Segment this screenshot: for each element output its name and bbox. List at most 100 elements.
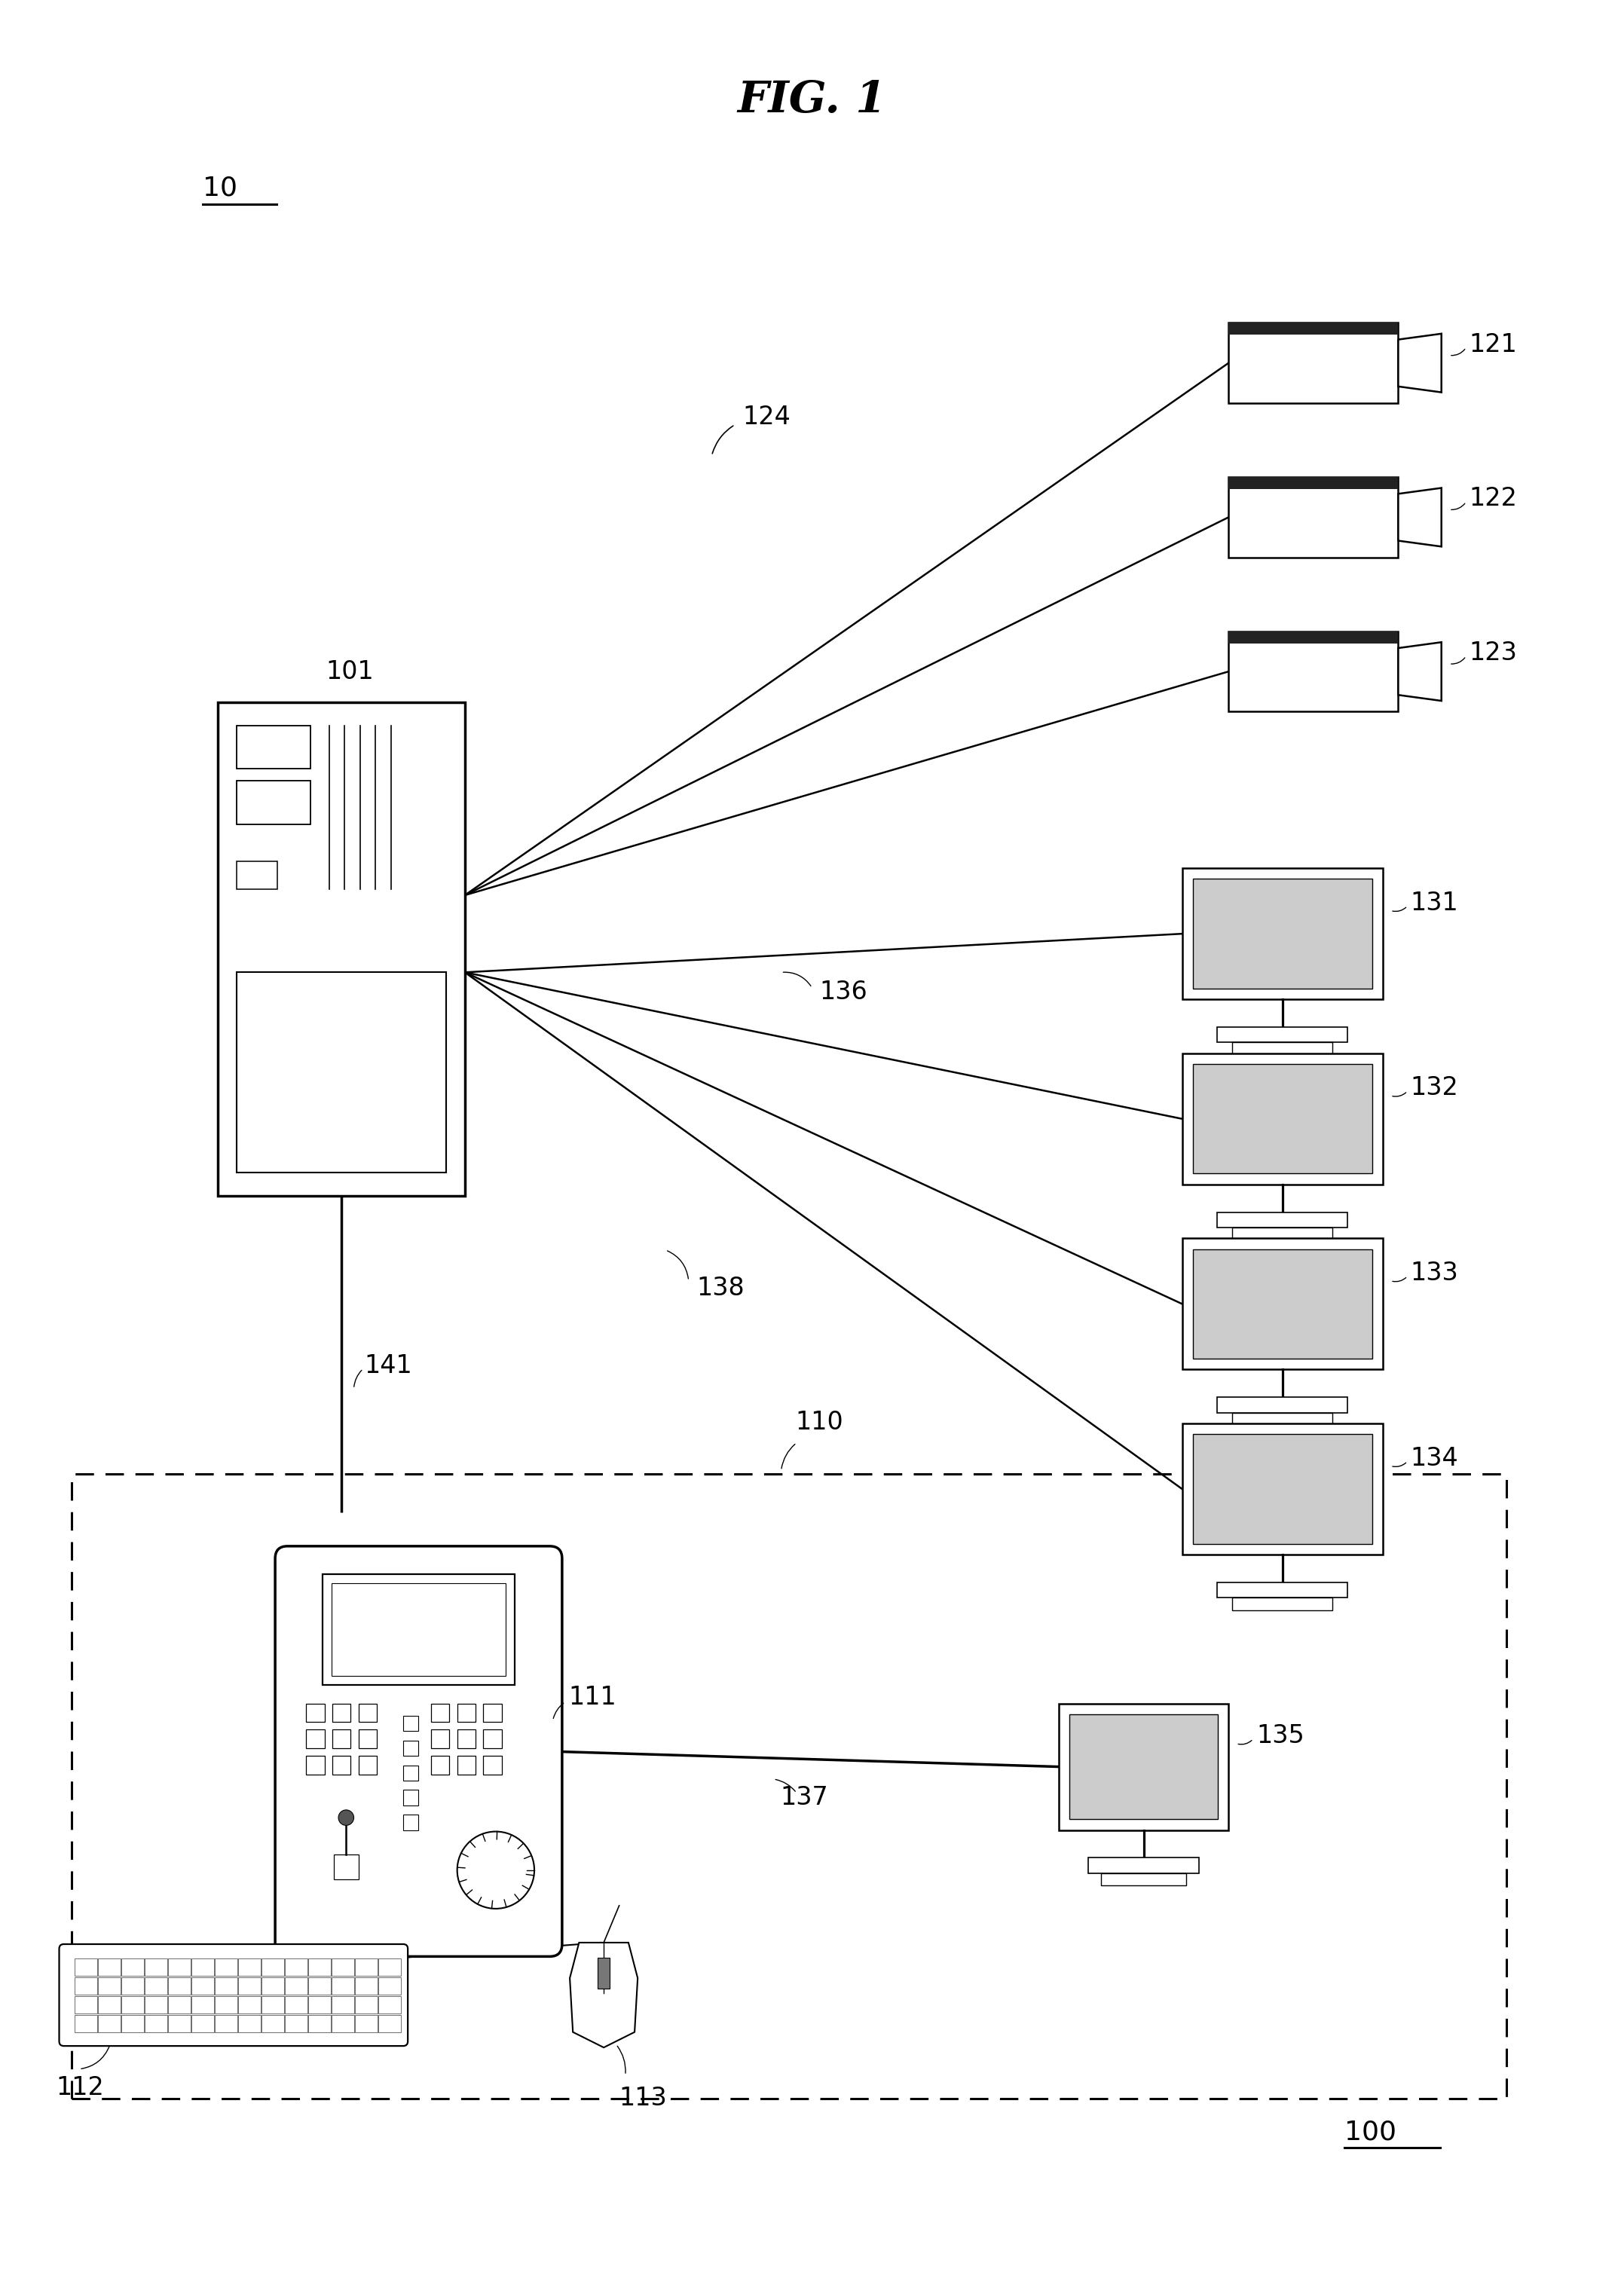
Bar [356,2014,377,2033]
Bar [167,2014,190,2033]
Bar [1182,1423,1382,1555]
Bar [97,1960,120,1976]
Bar [484,1756,502,1775]
Bar [145,1978,167,1994]
Bar [378,1996,401,2012]
Bar [458,1704,476,1722]
Text: 135: 135 [1257,1724,1304,1747]
Bar [1101,1873,1186,1887]
Bar [356,1996,377,2012]
Bar [403,1740,419,1756]
Bar [359,1729,377,1747]
Polygon shape [1398,642,1442,701]
Bar [239,1960,261,1976]
Bar [484,1704,502,1722]
FancyBboxPatch shape [58,1944,408,2046]
Text: 113: 113 [619,2085,667,2110]
Bar [1182,1053,1382,1185]
Bar [331,1996,354,2012]
Bar [167,1996,190,2012]
Bar [167,1978,190,1994]
Bar [122,1978,145,1994]
Bar [237,861,278,888]
Bar [1070,1715,1218,1818]
Bar [305,1756,325,1775]
Bar [237,781,310,825]
FancyBboxPatch shape [274,1546,562,1957]
Bar [261,1960,284,1976]
Bar [284,1978,307,1994]
Bar [333,1756,351,1775]
Bar [1233,1414,1333,1425]
Bar [261,1996,284,2012]
Bar [458,1756,476,1775]
Bar [1194,1434,1372,1544]
Bar [333,1704,351,1722]
Text: FIG. 1: FIG. 1 [737,80,887,121]
Bar [167,1960,190,1976]
Bar [192,1996,214,2012]
Bar [1228,630,1398,713]
Text: 111: 111 [568,1686,615,1711]
Bar [75,1996,97,2012]
Bar [122,1960,145,1976]
Bar [1194,1064,1372,1174]
Text: 136: 136 [820,980,867,1005]
Text: 137: 137 [780,1786,828,1809]
Bar [1233,1599,1333,1610]
Bar [145,1960,167,1976]
Bar [192,2014,214,2033]
Bar [97,2014,120,2033]
Text: 141: 141 [365,1352,412,1377]
Bar [239,2014,261,2033]
Bar [305,1704,325,1722]
Bar [261,2014,284,2033]
Bar [218,703,464,1197]
Bar [75,1978,97,1994]
Bar [359,1704,377,1722]
Text: 134: 134 [1411,1446,1458,1471]
Bar [214,1960,237,1976]
Bar [214,1996,237,2012]
Bar [309,1996,331,2012]
Text: 110: 110 [796,1409,844,1434]
Text: 101: 101 [326,660,374,683]
Bar [484,1729,502,1747]
Bar [430,1729,450,1747]
Bar [1233,1042,1333,1055]
Bar [1182,868,1382,1000]
Bar [1194,1249,1372,1359]
Bar [97,1996,120,2012]
Bar [239,1996,261,2012]
Bar [1194,879,1372,989]
Bar [75,1960,97,1976]
Bar [122,1996,145,2012]
Bar [331,1960,354,1976]
Bar [403,1766,419,1782]
Bar [261,1978,284,1994]
Bar [1228,630,1398,644]
Bar [237,973,447,1174]
Text: 138: 138 [697,1277,744,1302]
Bar [192,1978,214,1994]
Bar [214,1978,237,1994]
Bar [403,1715,419,1731]
Bar [1228,477,1398,489]
Bar [430,1704,450,1722]
Text: 10: 10 [203,176,237,201]
Bar [309,2014,331,2033]
Bar [284,2014,307,2033]
Bar [333,1729,351,1747]
Text: 122: 122 [1470,486,1517,512]
Bar [1218,1398,1348,1414]
Circle shape [458,1832,534,1909]
Bar [356,1960,377,1976]
Bar [403,1791,419,1804]
Bar [378,2014,401,2033]
Text: 131: 131 [1411,891,1458,916]
Text: 112: 112 [57,2076,104,2099]
Bar [192,1960,214,1976]
Bar [331,2014,354,2033]
Bar [1059,1704,1228,1829]
Bar [322,1574,515,1686]
